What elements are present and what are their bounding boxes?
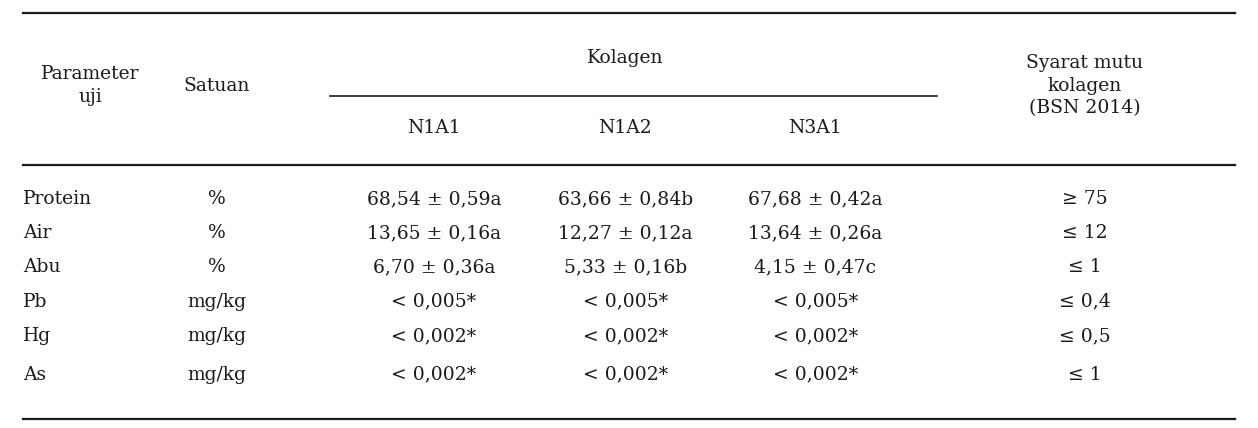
Text: ≤ 12: ≤ 12 [1062, 224, 1107, 242]
Text: N1A2: N1A2 [599, 119, 652, 137]
Text: 68,54 ± 0,59a: 68,54 ± 0,59a [367, 190, 501, 208]
Text: < 0,002*: < 0,002* [582, 366, 668, 383]
Text: Parameter
uji: Parameter uji [42, 65, 140, 106]
Text: 5,33 ± 0,16b: 5,33 ± 0,16b [564, 259, 687, 276]
Text: Protein: Protein [23, 190, 92, 208]
Text: Pb: Pb [23, 293, 47, 311]
Text: %: % [208, 259, 225, 276]
Text: < 0,002*: < 0,002* [582, 327, 668, 345]
Text: < 0,005*: < 0,005* [772, 293, 858, 311]
Text: ≤ 1: ≤ 1 [1068, 366, 1101, 383]
Text: ≤ 0,5: ≤ 0,5 [1058, 327, 1111, 345]
Text: Hg: Hg [23, 327, 50, 345]
Text: < 0,005*: < 0,005* [582, 293, 668, 311]
Text: 12,27 ± 0,12a: 12,27 ± 0,12a [559, 224, 692, 242]
Text: 6,70 ± 0,36a: 6,70 ± 0,36a [372, 259, 496, 276]
Text: %: % [208, 190, 225, 208]
Text: 13,64 ± 0,26a: 13,64 ± 0,26a [749, 224, 882, 242]
Text: 13,65 ± 0,16a: 13,65 ± 0,16a [367, 224, 501, 242]
Text: Air: Air [23, 224, 52, 242]
Text: < 0,002*: < 0,002* [772, 327, 858, 345]
Text: Kolagen: Kolagen [587, 49, 663, 67]
Text: mg/kg: mg/kg [187, 366, 245, 383]
Text: %: % [208, 224, 225, 242]
Text: Syarat mutu
kolagen
(BSN 2014): Syarat mutu kolagen (BSN 2014) [1025, 54, 1144, 118]
Text: < 0,002*: < 0,002* [391, 366, 477, 383]
Text: As: As [23, 366, 45, 383]
Text: < 0,002*: < 0,002* [772, 366, 858, 383]
Text: N1A1: N1A1 [408, 119, 460, 137]
Text: mg/kg: mg/kg [187, 293, 245, 311]
Text: < 0,005*: < 0,005* [391, 293, 477, 311]
Text: Satuan: Satuan [184, 77, 249, 95]
Text: < 0,002*: < 0,002* [391, 327, 477, 345]
Text: ≥ 75: ≥ 75 [1062, 190, 1107, 208]
Text: 63,66 ± 0,84b: 63,66 ± 0,84b [557, 190, 693, 208]
Text: ≤ 0,4: ≤ 0,4 [1058, 293, 1111, 311]
Text: 4,15 ± 0,47c: 4,15 ± 0,47c [755, 259, 876, 276]
Text: Abu: Abu [23, 259, 60, 276]
Text: mg/kg: mg/kg [187, 327, 245, 345]
Text: N3A1: N3A1 [789, 119, 842, 137]
Text: 67,68 ± 0,42a: 67,68 ± 0,42a [749, 190, 882, 208]
Text: ≤ 1: ≤ 1 [1068, 259, 1101, 276]
